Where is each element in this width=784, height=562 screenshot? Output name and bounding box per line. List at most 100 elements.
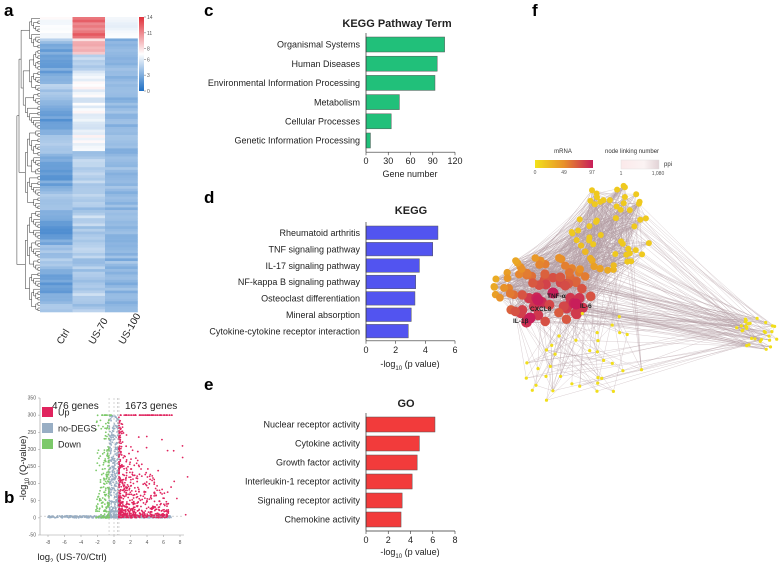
volcano-point [146,468,149,470]
network-edge [546,349,613,364]
heatmap-cell [72,167,106,171]
dendrogram-branch [37,152,40,156]
network-node [575,227,582,234]
heatmap-cell [40,148,73,152]
network-node [557,334,561,338]
heatmap-cell [72,303,106,307]
heatmap-cell [105,191,138,195]
y-tick-label: 150 [28,464,37,470]
network-edge [600,201,775,327]
volcano-point [95,508,97,511]
network-node [576,216,583,223]
volcano-point [108,447,110,450]
network-node [633,191,640,198]
heatmap-cell [72,84,106,88]
network-node [617,315,621,319]
volcano-point [118,496,120,499]
network-edge [622,339,762,371]
volcano-point [125,516,128,519]
dendrogram-branch [37,111,40,116]
volcano-point [110,448,112,450]
dendrogram-branch [37,181,40,185]
volcano-point [113,495,116,498]
network-node [587,254,594,262]
volcano-point [129,491,132,494]
heatmap-cell [72,100,106,104]
volcano-point [121,441,124,443]
volcano-point [110,419,112,422]
volcano-point [111,465,114,468]
volcano-point [133,474,136,477]
network-node [578,384,582,388]
network-node [637,216,644,223]
bar [365,291,416,306]
volcano-point [96,498,98,501]
bar [365,324,409,339]
heatmap-cell [40,145,73,149]
volcano-point [132,507,134,510]
category-label: Genetic Information Processing [234,136,360,146]
volcano-point [103,513,106,516]
volcano-point [128,487,131,490]
network-node [590,262,598,271]
x-tick-label: 0 [363,156,368,166]
bar [365,113,392,130]
volcano-point [125,471,128,474]
heatmap-cell [105,153,138,157]
network-edge [596,197,623,244]
volcano-point [101,501,104,504]
heatmap-cell [105,97,138,101]
volcano-point [119,488,122,491]
network-edge [571,231,743,331]
volcano-point [126,512,129,515]
network-edge [558,312,752,339]
legend-label: Down [58,440,81,450]
category-label: Rheumatoid arthritis [279,228,360,238]
volcano-point [100,516,102,519]
heatmap-cell [72,223,106,227]
volcano-point [107,460,110,463]
volcano-point [135,493,138,495]
dendrogram-branch [25,97,34,113]
dendrogram-branch [37,283,40,287]
volcano-point [95,421,98,424]
category-label: Cellular Processes [285,117,361,127]
heatmap-cell [105,116,138,120]
volcano-point [118,492,121,494]
network-node [496,293,504,302]
network-node [600,197,607,204]
network-edge [600,203,640,236]
heatmap-cell [72,293,106,297]
x-tick-label: 2 [129,540,132,546]
heatmap-cell [105,180,138,184]
volcano-point [123,454,126,457]
heatmap-cell [72,105,106,109]
volcano-point [98,515,101,518]
heatmap-cell [72,43,106,47]
heatmap-cell [72,33,106,37]
network-hub-node [524,312,536,324]
network-node [589,187,595,194]
volcano-point [160,502,162,505]
network-edge [540,260,747,329]
volcano-point [105,493,108,496]
network-node [550,343,554,347]
network-node [612,251,619,257]
dendrogram-branch [37,125,40,129]
network-edge [615,253,758,319]
network-edge [612,363,623,371]
volcano-point [110,489,112,491]
network-edge [616,201,640,207]
volcano-point [134,414,137,417]
network-edge [596,193,637,195]
volcano-point [102,461,105,464]
volcano-point [165,500,168,503]
volcano-point [133,486,136,489]
volcano-point [148,475,151,478]
volcano-point [142,483,145,486]
colorbar-tick-label: 14 [147,15,153,21]
network-edge [597,254,627,333]
heatmap-cell [105,285,138,289]
volcano-point [145,446,148,449]
volcano-point [109,515,112,518]
